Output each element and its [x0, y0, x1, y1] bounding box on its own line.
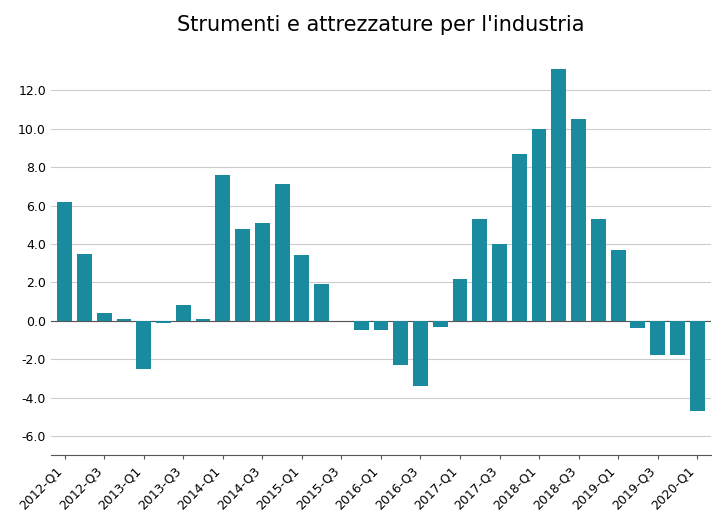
- Bar: [235, 229, 250, 321]
- Bar: [77, 253, 92, 321]
- Bar: [136, 321, 151, 369]
- Bar: [117, 319, 131, 321]
- Bar: [176, 306, 191, 321]
- Bar: [413, 321, 428, 386]
- Bar: [354, 321, 369, 330]
- Bar: [274, 184, 290, 321]
- Bar: [452, 278, 468, 321]
- Bar: [393, 321, 408, 365]
- Bar: [611, 250, 626, 321]
- Bar: [255, 223, 270, 321]
- Bar: [630, 321, 645, 328]
- Bar: [531, 129, 547, 321]
- Bar: [57, 202, 72, 321]
- Bar: [295, 256, 309, 321]
- Bar: [591, 219, 605, 321]
- Bar: [552, 69, 566, 321]
- Bar: [156, 321, 171, 323]
- Bar: [473, 219, 487, 321]
- Bar: [512, 154, 526, 321]
- Bar: [195, 319, 211, 321]
- Bar: [373, 321, 388, 330]
- Bar: [492, 244, 507, 321]
- Bar: [650, 321, 665, 355]
- Bar: [571, 119, 586, 321]
- Bar: [97, 313, 112, 321]
- Bar: [314, 284, 329, 321]
- Bar: [433, 321, 448, 327]
- Bar: [690, 321, 704, 411]
- Bar: [216, 175, 230, 321]
- Title: Strumenti e attrezzature per l'industria: Strumenti e attrezzature per l'industria: [177, 15, 584, 35]
- Bar: [670, 321, 685, 355]
